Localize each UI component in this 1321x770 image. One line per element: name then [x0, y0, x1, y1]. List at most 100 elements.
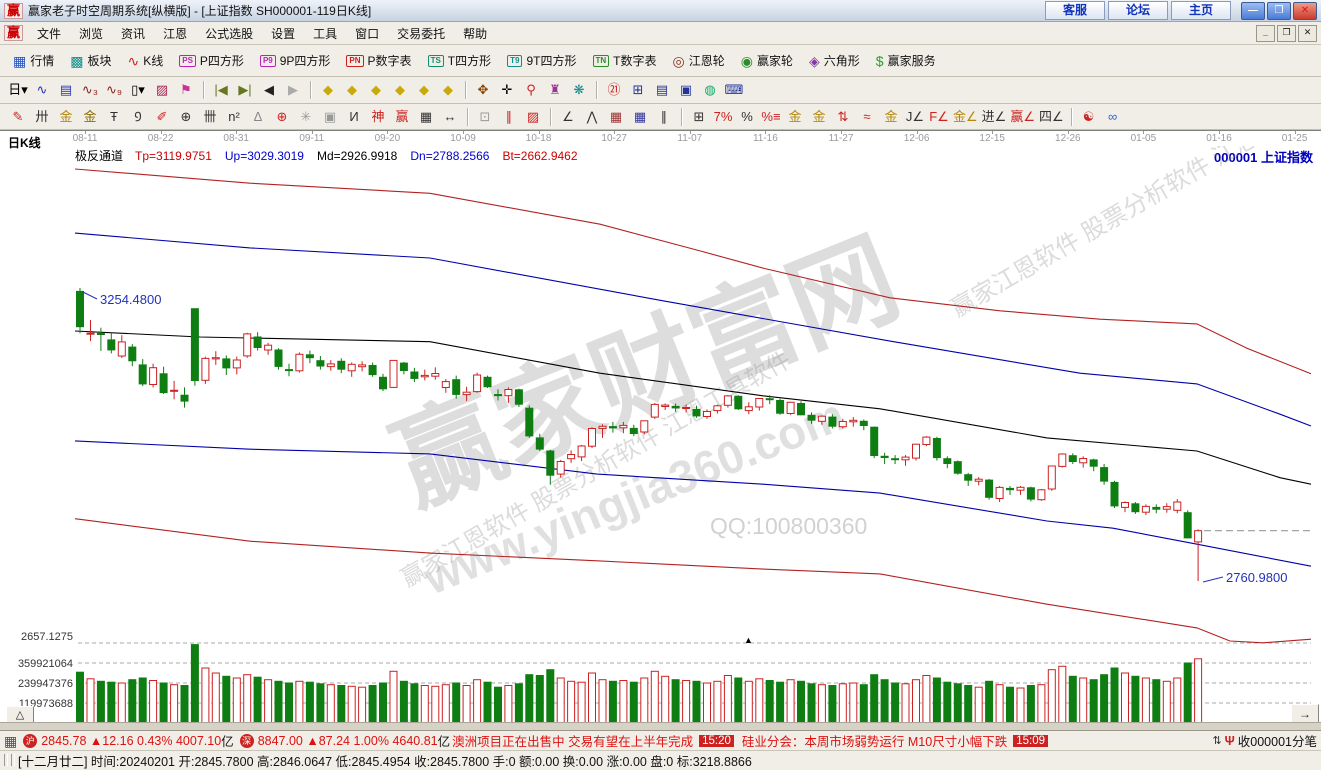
draw-infinity-icon[interactable]: ∞ [1107, 108, 1118, 124]
horizontal-scrollbar[interactable] [0, 722, 1321, 730]
toolbar1-quotes-button[interactable]: ▦ 行情 [6, 49, 61, 72]
titlebar-button-2[interactable]: 论坛 [1108, 1, 1168, 20]
draw-gold-lines-icon[interactable]: 金 [812, 108, 826, 124]
toolbar1-t-square-button[interactable]: TS T四方形 [421, 49, 499, 72]
tick-data-label[interactable]: 收000001分笔 [1237, 735, 1317, 749]
draw-blue-grid-icon[interactable]: ▦ [633, 108, 647, 124]
draw-mirror-icon[interactable]: Δ [253, 108, 263, 124]
tool-calendar-icon[interactable]: ㉑ [607, 82, 621, 97]
draw-gold-angle-icon[interactable]: 金 [884, 108, 898, 124]
draw-gold-angle-2-icon[interactable]: 金∠ [953, 108, 978, 124]
tool-hollow-candle-icon[interactable]: ▯▾ [131, 82, 145, 97]
menu-item-3[interactable]: 资讯 [121, 26, 146, 41]
tool-save-icon[interactable]: ▣ [679, 82, 693, 97]
news-ticker[interactable]: 澳洲项目正在出售中 交易有望在上半年完成 15:20 硅业分会：本周市场弱势运行 M… [452, 731, 1212, 750]
tool-notes-icon[interactable]: ▤ [655, 82, 669, 97]
draw-f-angle-icon[interactable]: F∠ [929, 108, 949, 124]
tool-go-first-icon[interactable]: |◀ [214, 82, 228, 97]
close-button[interactable]: ✕ [1293, 1, 1317, 20]
child-restore-button[interactable]: ❐ [1277, 24, 1296, 42]
draw-star-web-icon[interactable]: ✳ [300, 108, 312, 124]
tool-region-icon[interactable]: ∿ [36, 82, 48, 97]
draw-wave-mark-icon[interactable]: И [349, 108, 359, 124]
draw-slant-lines-icon[interactable]: ∥ [660, 108, 668, 124]
toolbar1-sectors-button[interactable]: ▩ 板块 [63, 49, 118, 72]
menu-item-1[interactable]: 文件 [37, 26, 62, 41]
draw-red-grid-icon[interactable]: ▦ [609, 108, 623, 124]
menu-item-7[interactable]: 工具 [313, 26, 338, 41]
draw-ying-tool-icon[interactable]: 赢 [395, 108, 409, 124]
draw-h-span-icon[interactable]: ↔ [443, 108, 457, 124]
draw-gold-grid-1-icon[interactable]: 金 [59, 108, 73, 124]
draw-scale-box-icon[interactable]: ⊞ [693, 108, 705, 124]
draw-wave-box-icon[interactable]: ≈ [863, 108, 871, 124]
menu-item-10[interactable]: 帮助 [463, 26, 488, 41]
menu-item-5[interactable]: 公式选股 [205, 26, 254, 41]
draw-grid-123-icon[interactable]: ▦ [419, 108, 433, 124]
tool-info-note-icon[interactable]: ▤ [59, 82, 73, 97]
toolbar1-p-square-button[interactable]: PS P四方形 [172, 49, 251, 72]
tool-hand-tool-icon[interactable]: ✥ [477, 82, 489, 97]
menu-item-4[interactable]: 江恩 [163, 26, 188, 41]
tool-step-back-icon[interactable]: ◀ [264, 82, 274, 97]
draw-brush-2-icon[interactable]: ✐ [156, 108, 168, 124]
draw-taiji-icon[interactable]: ☯ [1082, 108, 1095, 124]
draw-angle-lines-icon[interactable]: ∠ [562, 108, 574, 124]
titlebar-button-3[interactable]: 主页 [1171, 1, 1231, 20]
tool-brain-tool-icon[interactable]: ❋ [573, 82, 585, 97]
tool-diamond-expand-icon[interactable]: ◆ [443, 82, 453, 97]
tool-angle-pin-tool-icon[interactable]: ⚲ [526, 82, 536, 97]
draw-si-angle-icon[interactable]: 四∠ [1038, 108, 1064, 124]
draw-circle-cross-icon[interactable]: ⊕ [276, 108, 288, 124]
toolbar1-t-number-table-button[interactable]: TN T数字表 [586, 49, 664, 72]
draw-spiral-icon[interactable]: ᠑ [134, 108, 142, 124]
draw-percent-icon[interactable]: % [741, 108, 753, 124]
tool-diamond-right-icon[interactable]: ◆ [347, 82, 357, 97]
tool-flags-icon[interactable]: ⚑ [180, 82, 192, 97]
tool-diamond-left-icon[interactable]: ◆ [323, 82, 333, 97]
draw-ying-angle-icon[interactable]: 赢∠ [1010, 108, 1035, 124]
draw-gold-grid-2-icon[interactable]: 金 [83, 108, 97, 124]
toolbar1-p-number-table-button[interactable]: PN P数字表 [339, 49, 418, 72]
tool-remote-pc-icon[interactable]: ⌨ [724, 82, 744, 97]
menu-item-8[interactable]: 窗口 [355, 26, 380, 41]
draw-box-tool-icon[interactable]: ⊡ [479, 108, 491, 124]
tool-diamond-hspread-icon[interactable]: ◆ [371, 82, 381, 97]
tool-diamond-vspread-icon[interactable]: ◆ [419, 82, 429, 97]
tool-bars-3-icon[interactable]: ∿₃ [81, 82, 99, 97]
draw-n-square-icon[interactable]: n² [228, 108, 240, 124]
tool-calculator-icon[interactable]: ⊞ [632, 82, 644, 97]
tool-candle-period-icon[interactable]: 日▾ [8, 82, 28, 97]
draw-percent-7-icon[interactable]: 7% [713, 108, 733, 124]
menu-item-6[interactable]: 设置 [271, 26, 296, 41]
tool-bars-9-icon[interactable]: ∿₉ [105, 82, 123, 97]
tool-step-forward-icon[interactable]: ▶ [288, 82, 298, 97]
draw-fan-rays-icon[interactable]: ∥ [505, 108, 513, 124]
quotes-grid-icon[interactable]: ▦ [4, 732, 18, 749]
draw-grid-lines-icon[interactable]: 卅 [35, 108, 49, 124]
draw-web-box-icon[interactable]: ▣ [323, 108, 337, 124]
tool-stamp-tool-icon[interactable]: ♜ [549, 82, 561, 97]
tool-crosshair-tool-icon[interactable]: ✛ [501, 82, 513, 97]
restore-button[interactable]: ❐ [1267, 1, 1291, 20]
draw-f-grid-icon[interactable]: Ŧ [110, 108, 118, 124]
draw-jin-angle-icon[interactable]: 进∠ [981, 108, 1007, 124]
toolbar1-kline-button[interactable]: ∿ K线 [121, 49, 171, 72]
tool-go-last-icon[interactable]: ▶| [238, 82, 252, 97]
draw-bars-grid-icon[interactable]: 卌 [203, 108, 217, 124]
draw-shen-tool-icon[interactable]: 神 [371, 108, 385, 124]
toolbar1-gann-wheel-button[interactable]: ◎ 江恩轮 [666, 49, 732, 72]
menu-item-9[interactable]: 交易委托 [397, 26, 446, 41]
draw-brush-icon[interactable]: ✎ [12, 108, 24, 124]
draw-updown-brush-icon[interactable]: ⇅ [837, 108, 849, 124]
toolbar1-hexagon-button[interactable]: ◈ 六角形 [802, 49, 867, 72]
tool-pattern-icon[interactable]: ▨ [155, 82, 169, 97]
child-close-button[interactable]: ✕ [1298, 24, 1317, 42]
draw-percent-lines-icon[interactable]: %≡ [761, 108, 781, 124]
child-minimize-button[interactable]: _ [1256, 24, 1275, 42]
draw-j-angle-icon[interactable]: J∠ [905, 108, 925, 124]
tool-network-icon[interactable]: ◍ [704, 82, 716, 97]
draw-v-lines-icon[interactable]: ⋀ [586, 108, 598, 124]
toolbar1-winner-service-button[interactable]: $ 赢家服务 [869, 49, 943, 72]
